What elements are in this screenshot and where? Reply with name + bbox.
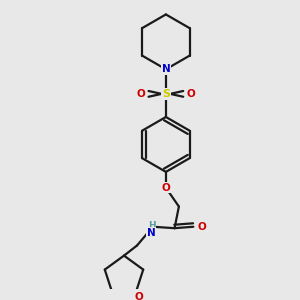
- Text: S: S: [162, 89, 170, 99]
- Text: N: N: [147, 227, 156, 238]
- Text: O: O: [186, 89, 195, 99]
- Text: O: O: [137, 89, 146, 99]
- Text: H: H: [148, 221, 155, 230]
- Text: N: N: [161, 64, 170, 74]
- Text: O: O: [197, 222, 206, 232]
- Text: O: O: [161, 183, 170, 193]
- Text: O: O: [134, 292, 143, 300]
